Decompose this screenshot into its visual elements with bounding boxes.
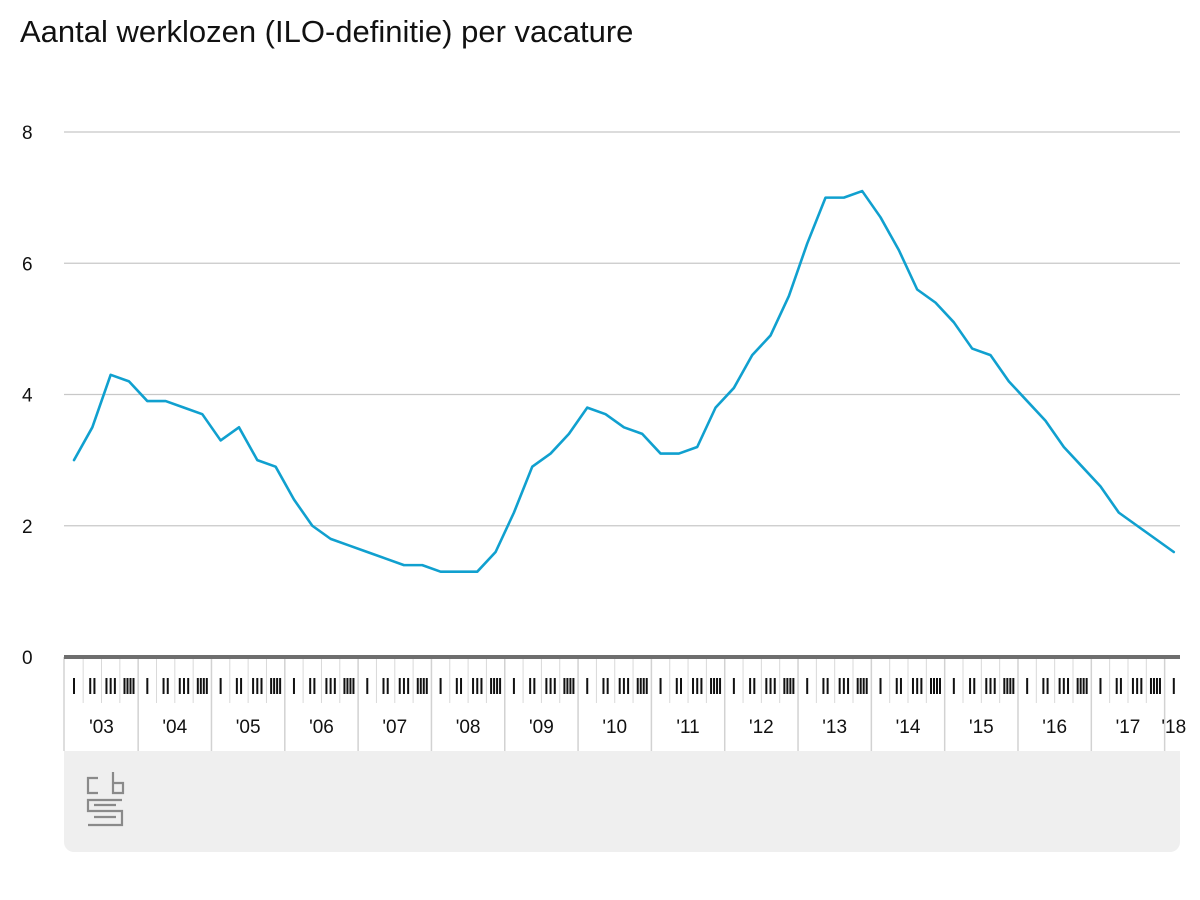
quarter-tick-label: [382, 678, 389, 694]
quarter-tick-label: [545, 678, 556, 694]
year-label: '07: [382, 717, 407, 738]
quarter-tick-label: [196, 678, 208, 694]
quarter-tick-label: [235, 678, 243, 694]
year-label: '16: [1042, 717, 1067, 738]
quarter-tick-label: [856, 678, 868, 694]
quarter-tick-label: [105, 678, 116, 694]
year-label: '06: [309, 717, 334, 738]
year-label: '15: [969, 717, 994, 738]
year-label: '10: [602, 717, 627, 738]
year-label: '11: [676, 717, 699, 738]
series-layer: [72, 189, 1176, 573]
gridlines: [64, 131, 1180, 527]
quarter-tick-label: [838, 678, 850, 694]
quarter-tick-label: [930, 678, 942, 694]
quarter-tick-label: [765, 678, 776, 694]
y-tick-label: 8: [22, 123, 33, 144]
x-axis-band: [64, 657, 1180, 852]
quarter-tick-label: [985, 678, 996, 694]
quarter-tick-label: [1149, 678, 1161, 694]
quarter-tick-label: [1115, 678, 1122, 694]
year-label: '14: [896, 717, 921, 738]
quarter-tick-label: [969, 678, 976, 694]
quarter-tick-label: [252, 678, 263, 694]
quarter-tick-label: [529, 678, 536, 694]
year-label: '05: [236, 717, 261, 738]
year-label: '17: [1116, 717, 1141, 738]
y-tick-label: 4: [22, 386, 33, 407]
quarter-tick-label: [343, 678, 355, 694]
quarter-tick-label: [692, 678, 703, 694]
y-axis-tick-labels: 0 2 4 6 8: [22, 123, 33, 669]
quarter-tick-label: [270, 678, 282, 694]
x-axis: '03 '04 '05 '06 '07 '08 '09 '10 '11 '12 '13 '14 '15 '…: [63, 655, 1186, 751]
quarter-tick-label: [822, 678, 829, 694]
year-label: '13: [822, 717, 847, 738]
quarter-tick-label: [602, 678, 609, 694]
quarter-tick-label: [1131, 678, 1143, 694]
quarter-tick-label: [89, 678, 96, 694]
quarter-tick-label: [162, 678, 169, 694]
quarter-tick-label: [636, 678, 648, 694]
quarter-tick-label: [1042, 678, 1049, 694]
quarter-tick-label: [895, 678, 902, 694]
quarter-tick-label: [123, 678, 135, 694]
quarter-tick-label: [563, 678, 575, 694]
quarter-tick-label: [675, 678, 682, 694]
quarter-tick-label: [309, 678, 316, 694]
cbs-logo-icon: [86, 772, 125, 827]
quarter-tick-label: [911, 678, 923, 694]
year-label: '18: [1161, 717, 1186, 738]
year-label: '12: [749, 717, 774, 738]
quarter-tick-label: [1076, 678, 1088, 694]
chart-title: Aantal werklozen (ILO-definitie) per vac…: [20, 14, 634, 49]
axis-label-area: [64, 657, 1180, 751]
quarter-tick-label: [416, 678, 428, 694]
y-tick-label: 0: [22, 648, 33, 669]
quarter-tick-label: [618, 678, 630, 694]
quarter-tick-label: [1003, 678, 1015, 694]
year-label: '03: [89, 717, 114, 738]
quarter-tick-label: [1058, 678, 1070, 694]
quarter-tick-label: [455, 678, 463, 694]
quarter-tick-label: [783, 678, 795, 694]
quarter-tick-label: [325, 678, 336, 694]
quarter-tick-label: [398, 678, 410, 694]
quarter-tick-label: [710, 678, 722, 694]
quarter-tick-label: [472, 678, 483, 694]
y-tick-label: 6: [22, 254, 33, 275]
quarter-tick-label: [490, 678, 502, 694]
year-label: '08: [456, 717, 481, 738]
quarter-tick-label: [749, 678, 756, 694]
year-label: '09: [529, 717, 554, 738]
quarter-tick-label: [178, 678, 190, 694]
year-label: '04: [162, 717, 187, 738]
y-tick-label: 2: [22, 517, 33, 538]
